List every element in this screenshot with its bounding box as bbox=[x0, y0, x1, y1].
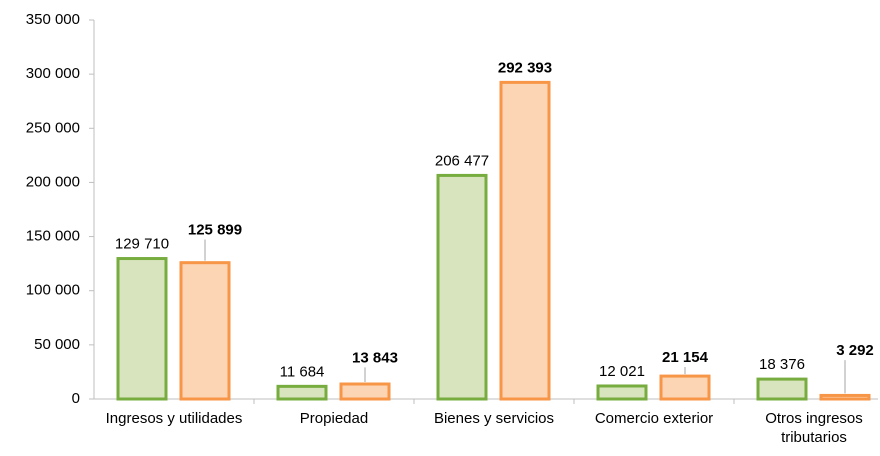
y-tick-label: 100 000 bbox=[26, 282, 80, 299]
bar bbox=[756, 377, 808, 401]
bar bbox=[179, 261, 231, 401]
y-tick-label: 200 000 bbox=[26, 173, 80, 190]
value-label: 206 477 bbox=[435, 152, 489, 169]
y-tick-label: 150 000 bbox=[26, 228, 80, 245]
bar bbox=[436, 173, 488, 401]
bar bbox=[116, 257, 168, 401]
value-label: 11 684 bbox=[280, 363, 325, 380]
bar bbox=[659, 374, 711, 401]
bar bbox=[596, 384, 648, 401]
value-label: 125 899 bbox=[188, 222, 242, 239]
bar bbox=[819, 393, 871, 401]
bar bbox=[276, 384, 328, 401]
value-label: 13 843 bbox=[352, 349, 398, 366]
bar bbox=[339, 382, 391, 401]
y-tick-label: 0 bbox=[72, 390, 80, 407]
y-tick-label: 350 000 bbox=[26, 11, 80, 28]
value-label: 12 021 bbox=[599, 363, 645, 380]
value-label: 21 154 bbox=[662, 349, 709, 366]
value-label: 129 710 bbox=[115, 236, 169, 253]
value-label: 3 292 bbox=[836, 342, 874, 359]
y-tick-label: 250 000 bbox=[26, 119, 80, 136]
value-label: 292 393 bbox=[498, 59, 552, 76]
x-tick-label: Otros ingresos tributarios bbox=[765, 410, 863, 446]
y-tick-label: 50 000 bbox=[34, 336, 80, 353]
x-tick-label: Comercio exterior bbox=[594, 410, 714, 427]
y-tick-label: 300 000 bbox=[26, 65, 80, 82]
value-label: 18 376 bbox=[759, 356, 805, 373]
x-tick-label: Bienes y servicios bbox=[433, 410, 555, 427]
bar bbox=[499, 80, 551, 401]
x-tick-label: Propiedad bbox=[299, 410, 369, 427]
x-tick-label: Ingresos y utilidades bbox=[105, 410, 243, 427]
